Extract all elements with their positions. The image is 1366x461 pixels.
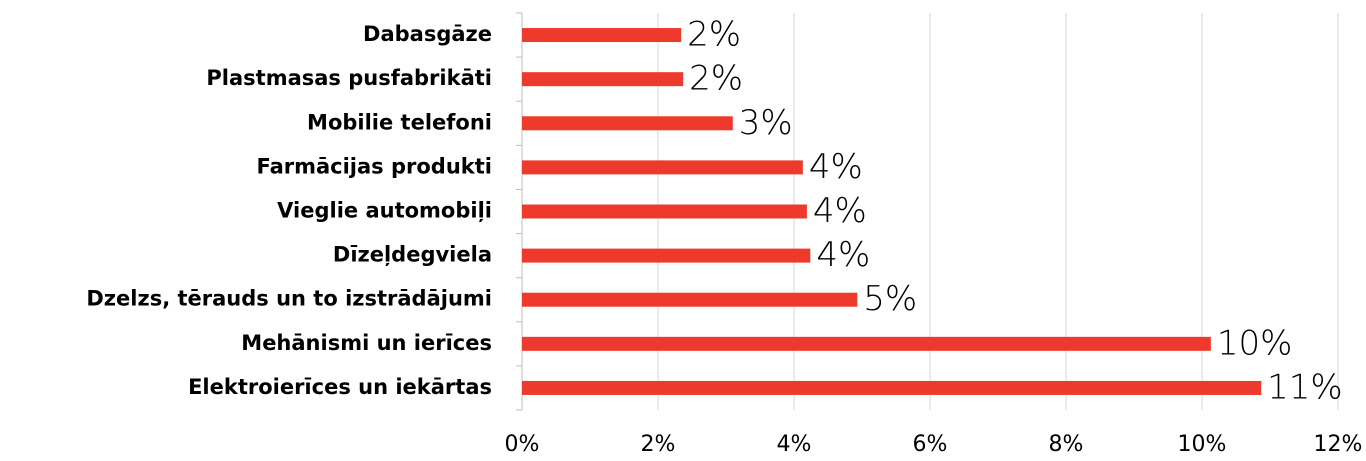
y-tick-label: Dzelzs, tērauds un to izstrādājumi [86,287,492,311]
value-label: 4% [816,235,870,275]
x-tick-label: 8% [1049,432,1084,457]
value-label: 2% [687,15,741,55]
bar [522,160,803,175]
y-tick-label: Elektroierīces un iekārtas [188,375,492,399]
value-label: 2% [689,59,743,99]
bar [522,380,1262,395]
value-label: 11% [1267,367,1343,407]
bar [522,336,1211,351]
x-tick-label: 0% [505,432,540,457]
y-tick-label: Mobilie telefoni [307,110,492,134]
value-label: 4% [809,147,863,187]
value-label: 5% [863,279,917,319]
bar [522,116,733,131]
y-tick-label: Mehānismi un ierīces [241,331,492,355]
value-label: 3% [739,103,793,143]
bar [522,292,858,307]
y-tick-label: Dabasgāze [363,22,492,46]
bar [522,72,684,87]
x-tick-label: 6% [913,432,948,457]
value-label: 10% [1217,323,1293,363]
y-tick-label: Vieglie automobiļi [277,199,492,223]
x-tick-label: 12% [1314,432,1363,457]
bar [522,28,682,43]
x-tick-label: 2% [641,432,676,457]
y-tick-label: Dīzeļdegviela [333,243,492,267]
bar [522,204,807,219]
x-tick-label: 10% [1178,432,1227,457]
bar [522,248,811,263]
y-tick-label: Farmācijas produkti [256,154,492,178]
x-tick-label: 4% [777,432,812,457]
y-tick-label: Plastmasas pusfabrikāti [206,66,492,90]
value-label: 4% [813,191,867,231]
